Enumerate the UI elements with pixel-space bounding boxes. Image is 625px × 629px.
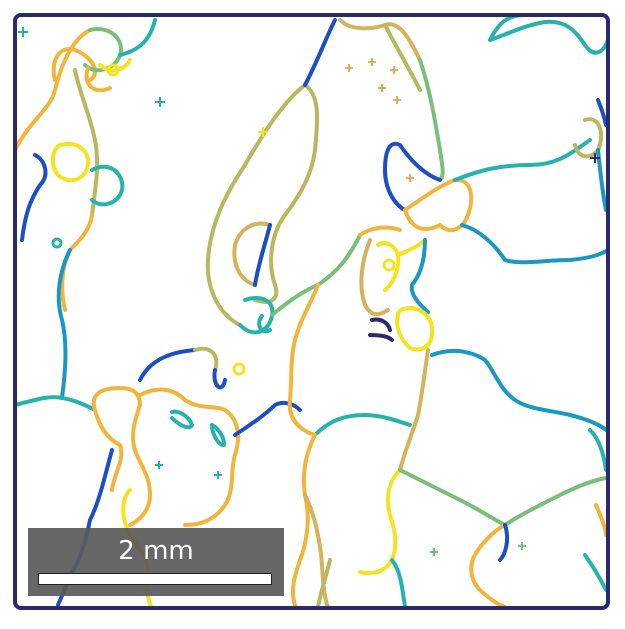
scale-bar-line <box>38 573 272 585</box>
point-marker <box>155 461 163 469</box>
grain-boundary <box>91 386 142 412</box>
grain-boundary <box>383 23 422 92</box>
grain-boundary <box>13 395 97 412</box>
grain-boundary <box>398 468 507 527</box>
grain-boundary <box>358 225 402 237</box>
point-marker <box>214 471 222 479</box>
grain-blob <box>106 63 120 77</box>
grain-boundary <box>368 333 394 342</box>
grain-boundary <box>358 468 402 576</box>
grain-boundary <box>232 221 272 287</box>
grain-boundary <box>56 248 72 400</box>
grain-boundary <box>51 47 97 82</box>
grain-boundary <box>409 238 430 314</box>
grain-boundary <box>383 141 442 212</box>
grain-boundary <box>51 141 91 183</box>
grain-boundary <box>170 409 194 430</box>
grain-boundary <box>257 314 272 334</box>
grain-boundary <box>469 523 507 609</box>
grain-boundary <box>453 138 592 182</box>
grain-boundary <box>93 408 124 492</box>
grain-boundary <box>395 306 435 352</box>
grain-boundary <box>316 233 362 287</box>
point-marker <box>258 127 268 137</box>
scale-bar-label: 2 mm <box>118 536 194 566</box>
point-marker <box>393 96 401 104</box>
grain-boundary <box>270 283 320 317</box>
grain-boundary <box>498 523 510 562</box>
grain-boundary <box>398 348 430 472</box>
grain-boundary <box>488 19 610 55</box>
grain-boundary <box>396 238 427 257</box>
point-marker <box>590 153 600 163</box>
grain-boundary <box>316 558 332 609</box>
grain-boundary <box>596 98 608 127</box>
grain-boundary <box>287 283 320 437</box>
grain-blob <box>51 237 63 249</box>
grain-boundary <box>303 18 337 87</box>
grain-boundary <box>503 476 608 527</box>
grain-boundary <box>588 428 608 472</box>
grain-boundary <box>60 213 94 312</box>
grain-boundary <box>238 296 275 335</box>
point-marker <box>18 27 28 37</box>
grain-boundary <box>460 223 610 265</box>
grain-boundary <box>233 400 302 437</box>
grain-boundary <box>212 368 227 390</box>
grain-boundary <box>596 148 608 212</box>
grain-boundary <box>138 387 240 527</box>
grain-boundary <box>390 558 407 609</box>
point-marker <box>390 66 398 74</box>
grain-blob <box>382 258 396 272</box>
point-marker <box>518 542 526 550</box>
grain-boundary <box>303 493 330 609</box>
grain-boundary <box>253 223 272 287</box>
point-marker <box>368 58 376 66</box>
grain-boundary <box>253 83 320 304</box>
point-marker <box>406 174 414 182</box>
point-marker <box>155 97 165 107</box>
scale-bar: 2 mm <box>28 528 284 596</box>
point-marker <box>430 548 438 556</box>
grain-blob <box>232 362 246 376</box>
point-marker <box>378 84 386 92</box>
grain-boundary <box>83 27 123 73</box>
grain-boundary <box>418 58 445 182</box>
grain-boundary <box>403 177 474 233</box>
grain-boundary <box>290 433 317 607</box>
frame-border <box>13 13 610 610</box>
grain-boundary <box>370 317 392 332</box>
grain-boundary <box>193 346 219 372</box>
grain-boundary <box>84 66 112 93</box>
grain-boundary <box>430 348 608 432</box>
grain-boundary <box>128 403 152 527</box>
grain-boundary <box>90 164 125 207</box>
grain-boundary <box>20 153 48 242</box>
grain-boundary <box>73 68 100 217</box>
grain-boundary <box>313 413 412 437</box>
grain-boundary <box>403 208 442 231</box>
grain-boundary <box>205 83 307 327</box>
grain-boundary <box>583 553 608 592</box>
point-marker <box>345 64 353 72</box>
grain-boundary <box>13 28 92 152</box>
grain-boundary <box>338 18 422 62</box>
grain-boundary <box>594 503 608 537</box>
grain-boundary <box>118 18 157 57</box>
grain-boundary <box>138 348 197 382</box>
grain-boundary <box>359 238 390 317</box>
grain-boundary <box>210 423 227 448</box>
